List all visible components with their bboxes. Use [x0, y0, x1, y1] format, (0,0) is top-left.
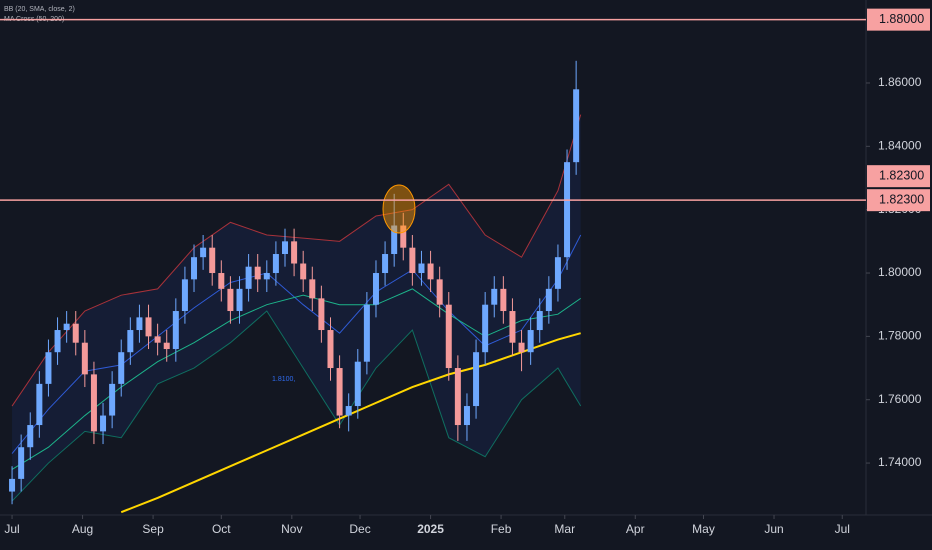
indicator-line	[11, 288, 581, 470]
x-tick-label: Feb	[491, 522, 512, 536]
candle-body	[564, 162, 571, 258]
candle-body	[382, 254, 389, 274]
candle-body	[109, 383, 116, 416]
price-tag	[867, 165, 930, 188]
candle-body	[409, 247, 416, 274]
candle-body	[272, 254, 279, 274]
candle-body	[18, 447, 25, 479]
candle-body	[336, 368, 343, 416]
candle-body	[172, 311, 179, 350]
x-tick-label: Mar	[554, 522, 575, 536]
legend-text: BB (20, SMA, close, 2)	[4, 6, 75, 13]
y-tick-label: 1.78000	[878, 329, 922, 343]
y-tick-label: 1.76000	[878, 392, 922, 406]
price-tag-label: 1.88000	[879, 12, 924, 26]
candle-body	[463, 406, 470, 426]
candle-body	[163, 342, 170, 350]
candle-body	[45, 352, 52, 384]
candle-body	[454, 368, 461, 426]
candle-body	[100, 415, 107, 432]
x-tick-label: Oct	[212, 522, 231, 536]
highlight-circle	[382, 184, 416, 234]
candle-body	[363, 304, 370, 362]
indicator-line	[11, 310, 582, 502]
candle-body	[327, 330, 334, 369]
y-tick-label: 1.84000	[878, 139, 922, 153]
candle-body	[309, 279, 316, 299]
candle-body	[509, 311, 516, 343]
candle-body	[418, 263, 425, 274]
x-tick-label: Nov	[281, 522, 302, 536]
candle-body	[154, 336, 161, 343]
candle-body	[218, 273, 225, 289]
candle-body	[72, 323, 79, 343]
candle-body	[491, 288, 498, 305]
indicator-line	[11, 114, 582, 407]
candle-body	[145, 317, 152, 337]
candle-body	[372, 273, 379, 305]
plot-area	[9, 60, 582, 514]
price-tag-label: 1.82300	[879, 168, 924, 182]
candle-body	[127, 330, 134, 353]
indicator-line	[11, 234, 582, 454]
candle-body	[63, 323, 70, 331]
candle-body	[227, 288, 234, 312]
candle-body	[445, 304, 452, 369]
candle-body	[391, 225, 398, 255]
candle-body	[518, 342, 525, 353]
candle-body	[118, 352, 125, 384]
band-fill	[12, 114, 581, 502]
x-tick-label: Jul	[835, 522, 850, 536]
x-tick-label: May	[692, 522, 715, 536]
candle-body	[436, 279, 443, 305]
candle-body	[200, 247, 207, 258]
candle-body	[181, 279, 188, 312]
candle-body	[527, 330, 534, 353]
y-tick-label: 1.86000	[878, 75, 922, 89]
candle-body	[354, 361, 361, 407]
x-tick-label: 2025	[417, 522, 444, 536]
candle-body	[281, 241, 288, 255]
x-tick-label: Jul	[4, 522, 19, 536]
candle-body	[245, 266, 252, 289]
candle-body	[554, 257, 561, 289]
candle-body	[545, 288, 552, 312]
x-tick-label: Aug	[72, 522, 93, 536]
candle-body	[136, 317, 143, 331]
x-tick-label: Dec	[349, 522, 370, 536]
candle-body	[236, 288, 243, 312]
candle-body	[36, 383, 43, 426]
candle-body	[482, 304, 489, 353]
candle-body	[427, 263, 434, 280]
candle-body	[473, 352, 480, 407]
candle-body	[300, 263, 307, 280]
price-tag-label: 1.82300	[879, 192, 924, 206]
y-tick-label: 1.74000	[878, 455, 922, 469]
candle-body	[318, 298, 325, 331]
x-tick-label: Sep	[142, 522, 164, 536]
y-tick-label: 1.80000	[878, 265, 922, 279]
candle-body	[209, 247, 216, 274]
candle-body	[9, 478, 16, 492]
candle-body	[54, 330, 61, 353]
x-tick-label: Jun	[764, 522, 783, 536]
candle-body	[500, 288, 507, 312]
candle-body	[400, 225, 407, 248]
x-tick-label: Apr	[626, 522, 645, 536]
candle-body	[27, 425, 34, 448]
candle-body	[345, 406, 352, 416]
price-tag	[867, 189, 930, 212]
candle-body	[81, 342, 88, 375]
annotation: 1.8100,	[272, 376, 295, 383]
candle-body	[191, 257, 198, 280]
candle-body	[291, 241, 298, 264]
price-tag	[867, 8, 930, 31]
candle-body	[90, 374, 97, 432]
candle-body	[263, 273, 270, 280]
candle-body	[536, 311, 543, 331]
candle-body	[254, 266, 261, 280]
candle-body	[573, 89, 580, 163]
